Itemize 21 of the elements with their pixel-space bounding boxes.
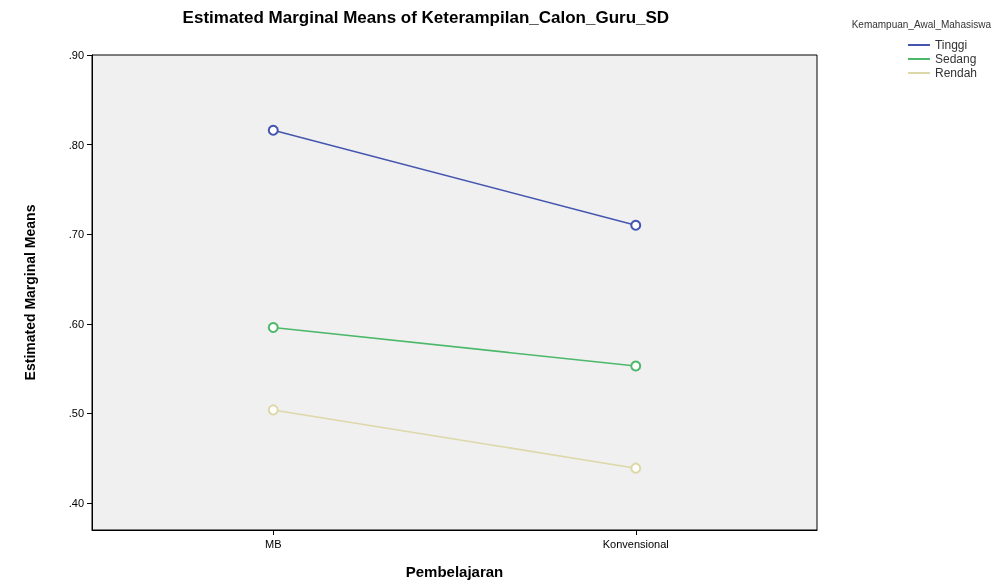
- legend-label: Sedang: [934, 52, 977, 66]
- x-axis-title: Pembelajaran: [405, 563, 504, 580]
- point: [267, 404, 279, 416]
- x-tick-label: MB: [265, 537, 282, 550]
- legend-label: Tinggi: [934, 38, 968, 52]
- point: [630, 360, 642, 372]
- x-tick-label: Konvensional: [602, 537, 669, 550]
- point: [267, 321, 279, 333]
- y-tick-label: .70: [68, 228, 84, 241]
- legend-title: Kemampuan_Awal_Mahasiswa: [851, 18, 992, 30]
- y-tick-label: .80: [68, 138, 84, 151]
- legend-label: Rendah: [934, 66, 978, 80]
- y-tick-label: .60: [68, 317, 84, 330]
- point: [630, 219, 642, 231]
- y-tick-label: .40: [68, 497, 84, 510]
- y-tick-label: .50: [68, 407, 84, 420]
- y-axis-title: Estimated Marginal Means: [22, 204, 38, 381]
- point: [267, 124, 279, 136]
- y-tick-label: .90: [68, 49, 84, 61]
- point: [630, 462, 642, 474]
- chart-title: Estimated Marginal Means of Keterampilan_Calon_Guru_SD: [182, 8, 670, 27]
